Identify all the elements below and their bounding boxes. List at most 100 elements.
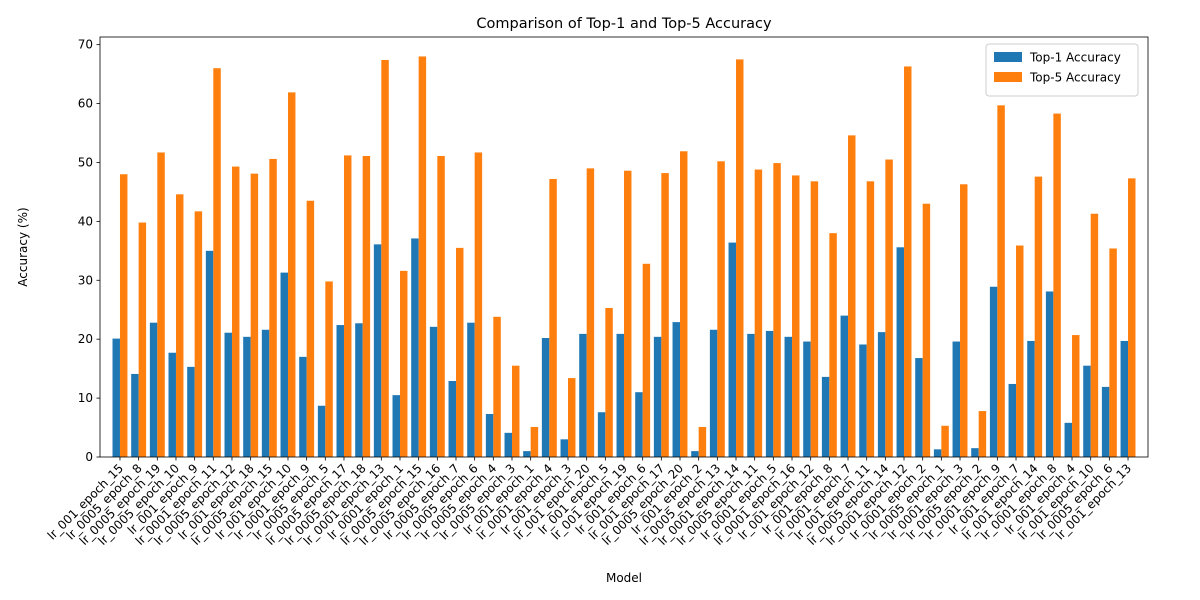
bar bbox=[1016, 245, 1024, 457]
bar bbox=[157, 152, 165, 458]
bar bbox=[1101, 386, 1110, 457]
bar bbox=[213, 68, 221, 457]
bar bbox=[680, 151, 688, 457]
bar bbox=[848, 135, 856, 457]
bar bbox=[1045, 291, 1054, 457]
bar bbox=[661, 173, 669, 457]
bar bbox=[194, 211, 203, 457]
bar bbox=[803, 341, 811, 457]
bar bbox=[960, 184, 968, 457]
bar bbox=[287, 92, 296, 457]
x-axis-label: Model bbox=[606, 571, 642, 585]
bar bbox=[541, 338, 550, 457]
bar bbox=[653, 336, 662, 457]
bar bbox=[530, 426, 539, 457]
bar bbox=[224, 332, 232, 457]
bar bbox=[455, 247, 464, 457]
bar bbox=[586, 168, 595, 457]
bar bbox=[373, 244, 382, 457]
bar bbox=[915, 358, 923, 457]
bar bbox=[885, 159, 893, 458]
bar bbox=[989, 286, 998, 457]
bar bbox=[597, 412, 606, 457]
bar bbox=[754, 169, 763, 457]
bar bbox=[231, 166, 240, 457]
bar bbox=[579, 333, 587, 457]
bar bbox=[1090, 213, 1099, 457]
bar bbox=[821, 376, 830, 457]
bar bbox=[343, 155, 352, 457]
bar bbox=[317, 405, 326, 457]
legend-swatch bbox=[994, 52, 1022, 62]
bar bbox=[261, 329, 270, 457]
bar bbox=[418, 56, 427, 457]
bar bbox=[1008, 383, 1017, 457]
legend-box bbox=[985, 43, 1139, 97]
bar bbox=[971, 448, 979, 457]
bar bbox=[709, 329, 718, 457]
bar bbox=[933, 449, 942, 457]
y-tick-label: 70 bbox=[78, 38, 93, 52]
axes-frame bbox=[99, 36, 1149, 458]
bar bbox=[511, 365, 520, 457]
bar bbox=[896, 247, 905, 457]
bar bbox=[325, 281, 333, 457]
bar bbox=[280, 272, 288, 457]
bar bbox=[635, 392, 643, 457]
bar bbox=[978, 411, 987, 457]
bar bbox=[859, 344, 867, 457]
chart-title: Comparison of Top-1 and Top-5 Accuracy bbox=[476, 16, 772, 32]
bar bbox=[205, 250, 214, 457]
bar bbox=[1034, 176, 1043, 457]
bar bbox=[904, 66, 912, 458]
bar bbox=[1083, 365, 1091, 457]
bar bbox=[840, 315, 849, 457]
bar bbox=[138, 222, 147, 457]
bar bbox=[299, 356, 307, 457]
bar bbox=[792, 175, 800, 457]
bar bbox=[642, 263, 651, 457]
y-tick-label: 40 bbox=[78, 214, 93, 228]
bar bbox=[877, 332, 886, 457]
bar bbox=[672, 322, 681, 457]
bar bbox=[549, 178, 557, 457]
y-tick-label: 0 bbox=[85, 450, 93, 464]
bar bbox=[467, 322, 475, 457]
bar bbox=[560, 439, 568, 457]
bar bbox=[941, 425, 949, 457]
bar bbox=[399, 270, 408, 457]
bar bbox=[523, 451, 531, 457]
y-tick-label: 30 bbox=[78, 273, 93, 287]
bar bbox=[997, 105, 1005, 457]
bar bbox=[437, 155, 445, 458]
bar bbox=[119, 174, 128, 458]
bar bbox=[392, 395, 400, 457]
bar bbox=[112, 338, 120, 457]
legend-swatch bbox=[994, 72, 1022, 82]
legend-label: Top-1 Accuracy bbox=[1029, 51, 1121, 65]
bar bbox=[624, 170, 632, 458]
bar bbox=[411, 238, 419, 457]
bar bbox=[131, 373, 139, 457]
bar bbox=[306, 200, 315, 457]
bar bbox=[474, 152, 483, 458]
bar bbox=[1064, 422, 1073, 457]
bar bbox=[1128, 178, 1136, 457]
bar bbox=[866, 181, 875, 458]
bar bbox=[784, 336, 793, 457]
bar bbox=[717, 161, 725, 457]
bar bbox=[362, 155, 371, 458]
bar bbox=[250, 173, 259, 457]
bar bbox=[567, 378, 576, 457]
bar bbox=[736, 59, 744, 458]
bar bbox=[616, 333, 624, 457]
legend-label: Top-5 Accuracy bbox=[1029, 71, 1121, 85]
bar bbox=[1109, 248, 1117, 457]
bar bbox=[381, 59, 389, 457]
bar bbox=[1072, 335, 1080, 457]
bar bbox=[149, 322, 158, 457]
bar bbox=[728, 242, 737, 457]
bar bbox=[168, 352, 176, 457]
bar bbox=[429, 326, 438, 457]
bar bbox=[698, 426, 707, 457]
